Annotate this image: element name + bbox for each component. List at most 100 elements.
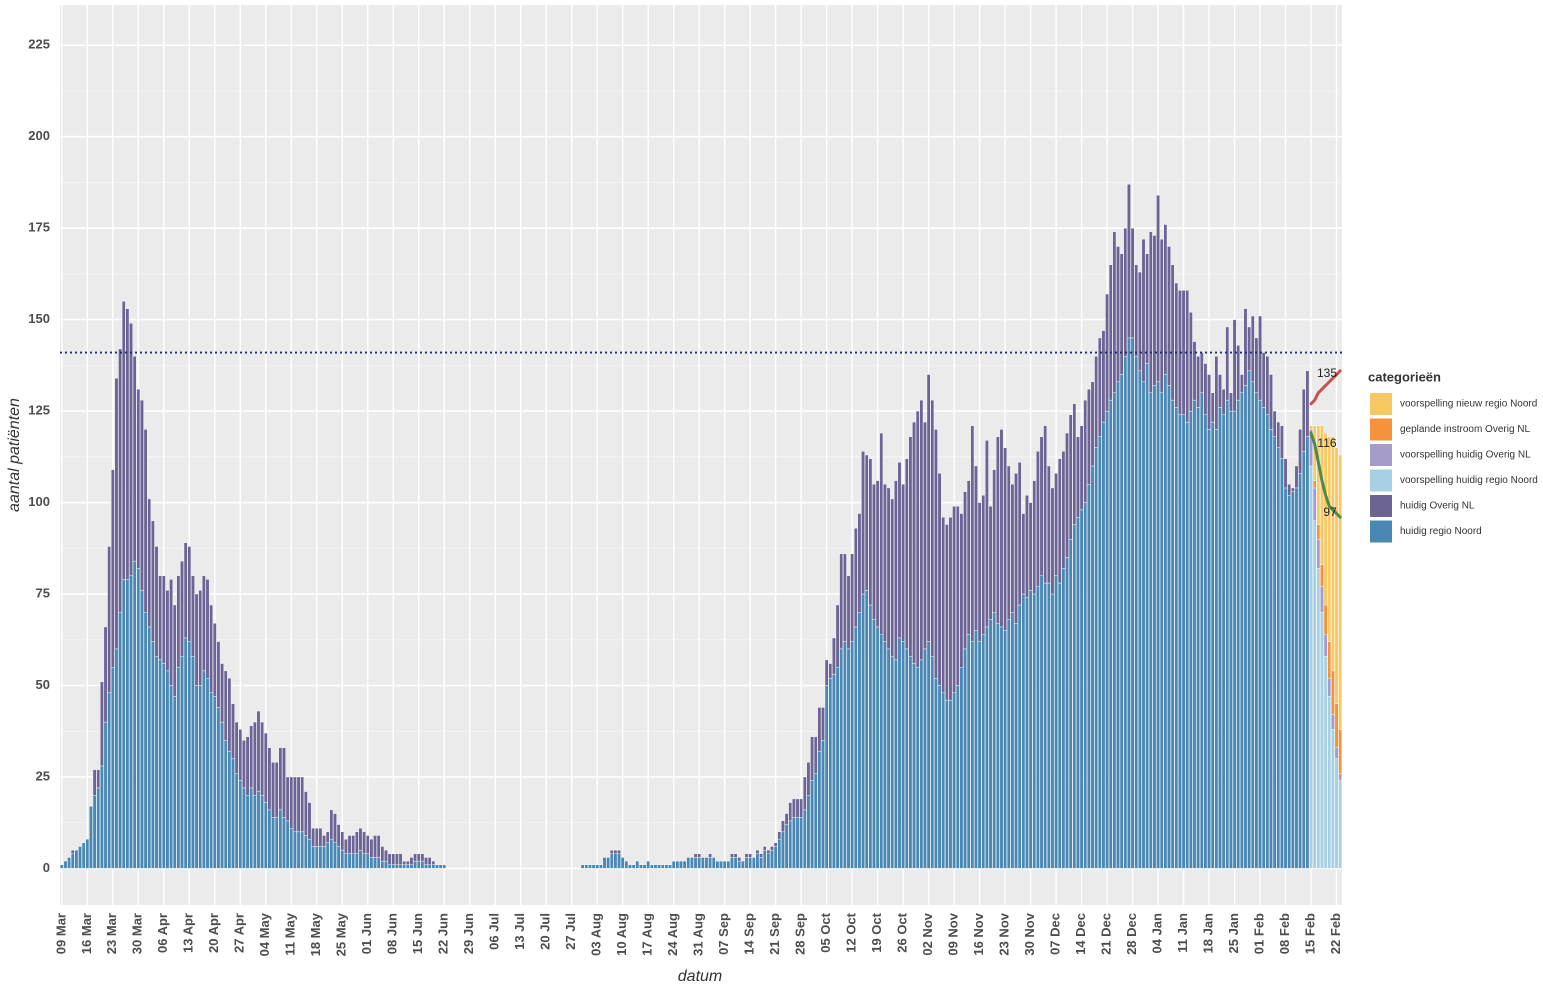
annotation: 97 [1323, 505, 1337, 519]
bar-segment [1145, 363, 1149, 869]
bar-segment [915, 666, 920, 869]
bar-segment [183, 542, 188, 639]
bar-segment [1021, 593, 1026, 869]
bar-segment [1265, 414, 1270, 869]
bar-segment [85, 838, 90, 869]
bar-segment [832, 674, 836, 869]
bar-segment [850, 641, 854, 869]
bar-segment [759, 853, 763, 858]
bar-segment [136, 388, 141, 569]
bar-segment [937, 473, 942, 686]
bar-segment [420, 860, 425, 869]
bar-segment [1218, 407, 1222, 869]
bar-segment [1331, 436, 1335, 672]
bar-segment [839, 553, 844, 650]
bar-segment [223, 740, 228, 869]
y-tick-label: 75 [36, 585, 50, 600]
bar-segment [1156, 381, 1160, 869]
bar-segment [781, 820, 785, 833]
bar-segment [937, 685, 942, 869]
bar-segment [810, 780, 814, 869]
bar-segment [897, 462, 902, 639]
bar-segment [843, 641, 847, 869]
bar-segment [274, 762, 279, 818]
bar-segment [1083, 502, 1088, 869]
bar-segment [690, 857, 694, 869]
bar-segment [773, 846, 778, 869]
bar-segment [1094, 447, 1099, 869]
bar-segment [828, 677, 833, 869]
bar-segment [96, 769, 101, 789]
bar-segment [897, 637, 902, 869]
bar-segment [671, 860, 676, 869]
bar-segment [992, 612, 997, 869]
bar-segment [872, 619, 876, 869]
bar-segment [719, 860, 723, 869]
bar-segment [872, 484, 876, 620]
x-tick-label: 22 Jun [436, 913, 451, 954]
bar-segment [955, 506, 960, 686]
bar-segment [322, 835, 326, 847]
bar-segment [202, 575, 206, 672]
bar-segment [183, 637, 188, 869]
bar-segment [191, 656, 195, 869]
bar-segment [799, 798, 803, 818]
bar-segment [802, 809, 807, 869]
bar-segment [1050, 593, 1055, 869]
bar-segment [194, 685, 199, 869]
bar-segment [788, 802, 793, 822]
bar-segment [340, 831, 345, 851]
bar-segment [212, 696, 217, 869]
bar-segment [118, 348, 122, 613]
bar-segment [821, 740, 825, 869]
bar-segment [318, 846, 323, 869]
bar-segment [1199, 392, 1204, 869]
x-tick-label: 21 Sep [767, 913, 782, 955]
x-tick-label: 23 Mar [104, 913, 119, 954]
bar-segment [391, 853, 396, 865]
bar-segment [1269, 429, 1273, 869]
bar-segment [409, 864, 414, 869]
bar-segment [861, 593, 865, 869]
bar-segment [1331, 729, 1335, 869]
bar-segment [1243, 385, 1248, 869]
bar-segment [795, 816, 800, 869]
bar-segment [165, 670, 170, 869]
bar-segment [1240, 374, 1244, 394]
bar-segment [420, 853, 425, 862]
x-tick-label: 02 Nov [920, 912, 935, 955]
bar-segment [1203, 363, 1208, 415]
bar-segment [1312, 487, 1317, 522]
bar-segment [1094, 356, 1099, 448]
bar-segment [198, 685, 203, 869]
bar-segment [242, 740, 246, 789]
bar-segment [813, 773, 818, 869]
bar-segment [216, 641, 221, 708]
bar-segment [132, 356, 137, 562]
bar-segment [1280, 458, 1284, 869]
bar-segment [1192, 399, 1197, 869]
bar-segment [744, 853, 749, 858]
bar-segment [1320, 586, 1324, 613]
bar-segment [300, 831, 305, 869]
bar-segment [631, 864, 636, 869]
bar-segment [1163, 374, 1168, 869]
bar-segment [781, 831, 785, 869]
x-tick-label: 17 Aug [640, 913, 655, 956]
legend-key [1370, 495, 1392, 517]
bar-segment [1065, 432, 1069, 558]
bar-segment [427, 864, 432, 869]
x-tick-label: 27 Jul [563, 913, 578, 950]
x-tick-label: 21 Dec [1099, 913, 1114, 955]
bar-segment [209, 604, 213, 694]
bar-segment [147, 498, 152, 628]
bar-segment [289, 776, 294, 829]
bar-segment [923, 648, 927, 869]
bar-segment [981, 634, 986, 869]
bar-segment [1320, 564, 1324, 587]
x-tick-label: 19 Oct [869, 912, 884, 952]
bar-segment [1167, 246, 1171, 386]
bar-segment [879, 634, 884, 869]
bar-segment [1079, 509, 1084, 869]
bar-segment [198, 590, 203, 686]
